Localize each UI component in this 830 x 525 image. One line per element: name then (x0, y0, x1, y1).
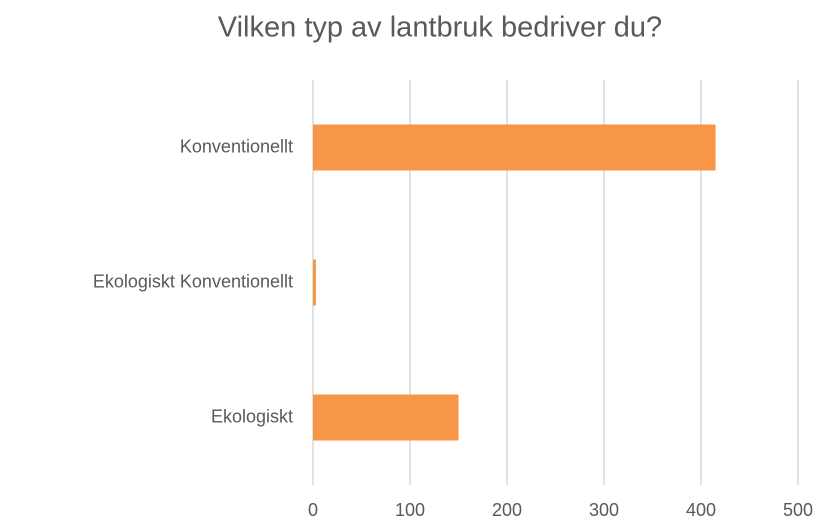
x-tick-label: 200 (492, 500, 522, 520)
x-tick-label: 400 (686, 500, 716, 520)
y-tick-label: Konventionellt (180, 136, 293, 156)
bar (313, 124, 716, 171)
bar (313, 259, 316, 306)
x-tick-label: 300 (589, 500, 619, 520)
chart-title: Vilken typ av lantbruk bedriver du? (218, 12, 662, 44)
y-tick-label: Ekologiskt (211, 406, 293, 426)
x-tick-label: 100 (395, 500, 425, 520)
x-tick-label: 0 (308, 500, 318, 520)
x-tick-label: 500 (783, 500, 813, 520)
y-tick-label: Ekologiskt Konventionellt (93, 271, 293, 291)
bar (313, 394, 459, 441)
